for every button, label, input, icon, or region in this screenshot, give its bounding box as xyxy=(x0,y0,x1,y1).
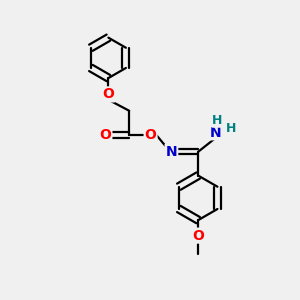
Text: H: H xyxy=(226,122,236,135)
Text: N: N xyxy=(166,145,177,159)
Text: O: O xyxy=(145,128,157,142)
Text: N: N xyxy=(210,126,221,140)
Text: O: O xyxy=(192,229,204,243)
Text: O: O xyxy=(103,87,114,101)
Text: O: O xyxy=(100,128,111,142)
Text: H: H xyxy=(212,114,222,128)
